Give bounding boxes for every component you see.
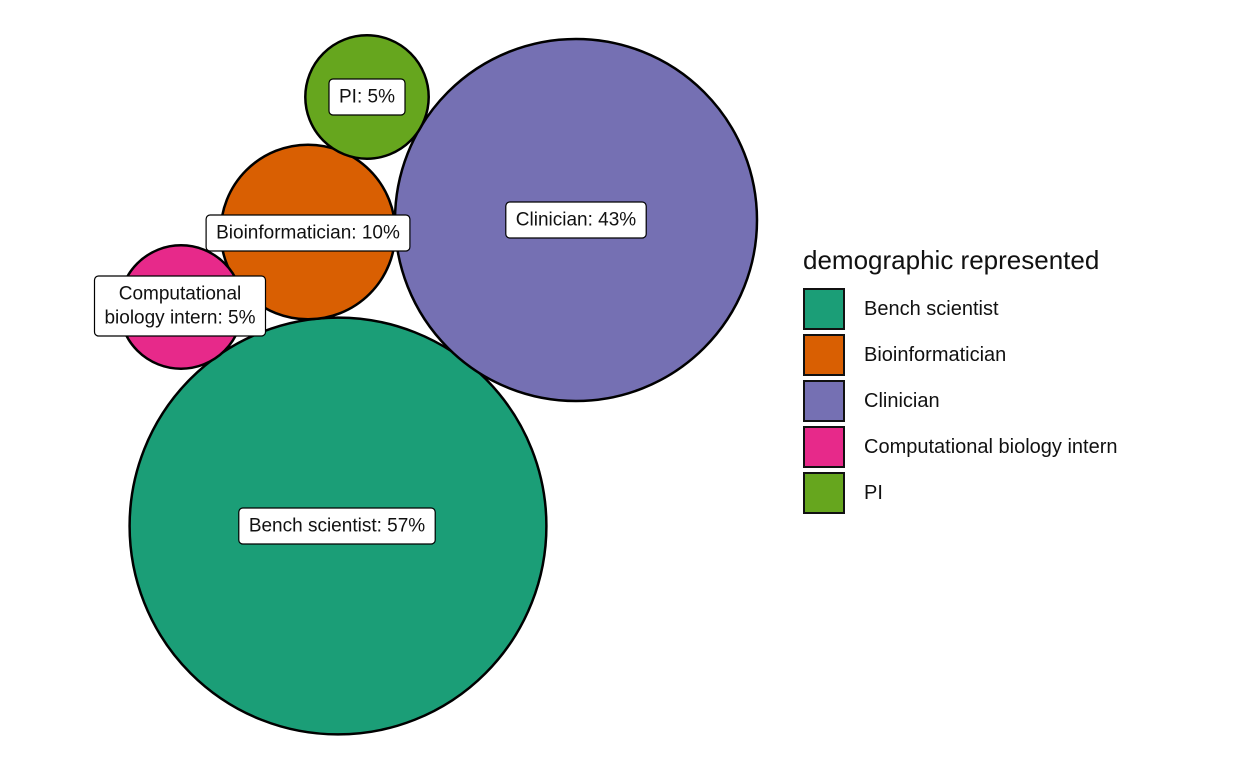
legend-label: Clinician	[864, 389, 940, 412]
legend-item-clinician: Clinician	[803, 378, 1118, 424]
legend-label: Bioinformatician	[864, 343, 1007, 366]
legend-key-computational-biology-intern	[803, 426, 845, 468]
bubble-label-box	[238, 507, 436, 545]
bubble-label-pi: PI: 5%	[328, 78, 406, 116]
bubble-label-bioinformatician: Bioinformatician: 10%	[205, 214, 411, 252]
bubble-label-bench-scientist: Bench scientist: 57%	[238, 507, 436, 545]
legend-label: PI	[864, 481, 883, 504]
bubble-label-text: biology intern: 5%	[104, 308, 255, 329]
legend-key-clinician	[803, 380, 845, 422]
legend-key-bench-scientist	[803, 288, 845, 330]
bubble-label-box	[328, 78, 406, 116]
legend-label: Computational biology intern	[864, 435, 1118, 458]
bubble-label-text: PI: 5%	[339, 87, 395, 108]
bubble-label-computational-biology-intern: Computational biology intern: 5%	[93, 275, 267, 337]
bubble-label-text: Bioinformatician: 10%	[216, 223, 400, 244]
legend-title: demographic represented	[803, 245, 1100, 275]
legend-item-bench-scientist: Bench scientist	[803, 286, 1118, 332]
legend-item-computational-biology-intern: Computational biology intern	[803, 424, 1118, 470]
bubble-label-text: Clinician: 43%	[516, 210, 636, 231]
legend-key-bioinformatician	[803, 334, 845, 376]
legend: demographic represented Bench scientist …	[803, 244, 1118, 516]
legend-item-bioinformatician: Bioinformatician	[803, 332, 1118, 378]
legend-item-pi: PI	[803, 470, 1118, 516]
bubble-label-text: Computational	[119, 284, 242, 305]
legend-key-pi	[803, 472, 845, 514]
bubble-label-text: Bench scientist: 57%	[249, 516, 425, 537]
bubble-label-box	[205, 214, 411, 252]
bubble-label-clinician: Clinician: 43%	[505, 201, 647, 239]
bubble-label-box	[505, 201, 647, 239]
legend-label: Bench scientist	[864, 297, 999, 320]
bubble-label-box	[93, 275, 267, 337]
bubble-chart: Bench scientist: 57% Bioinformatician: 10…	[93, 34, 759, 736]
